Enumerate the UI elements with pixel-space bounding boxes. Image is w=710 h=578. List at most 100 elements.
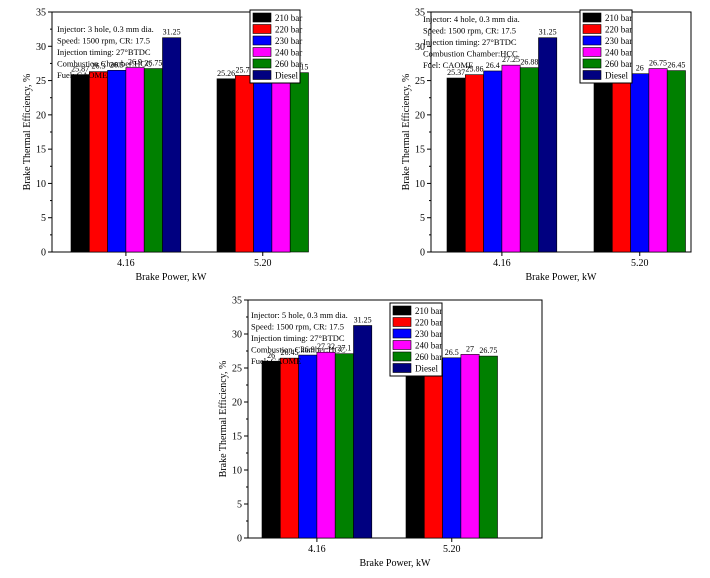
annotation-line: Fuel: CAOME: [423, 60, 473, 70]
bar-value-label: 26.45: [667, 61, 685, 70]
legend-label-230-bar: 230 bar: [275, 36, 302, 46]
bar-210-bar-4-16: [261, 360, 281, 539]
y-tick-label: 25: [232, 364, 242, 375]
y-axis-label: Brake Thermal Efficiency, %: [401, 74, 412, 191]
annotation-line: Speed: 1500 rpm, CR: 17.5: [423, 26, 516, 36]
bar-value-label: 31.25: [354, 316, 372, 325]
annotation-line: Speed: 1500 rpm, CR: 17.5: [251, 322, 344, 332]
y-tick-label: 10: [415, 179, 425, 190]
bar-value-label: 26.3: [91, 62, 105, 71]
annotation-line: Combustion Chamber:HCC: [251, 345, 346, 355]
bar-value-label: 26.75: [649, 59, 667, 68]
legend-swatch-220-bar: [392, 317, 412, 327]
bar-value-label: 26: [267, 351, 275, 360]
annotation-line: Injection timing: 27°BTDC: [423, 37, 517, 47]
annotation-line: Injection timing: 27°BTDC: [251, 333, 345, 343]
legend-label-260-bar: 260 bar: [605, 59, 632, 69]
legend-swatch-240-bar: [392, 340, 412, 350]
y-axis-label: Brake Thermal Efficiency, %: [218, 361, 229, 478]
legend-swatch-260-bar: [252, 58, 272, 69]
y-tick-label: 15: [36, 145, 46, 156]
y-tick-label: 35: [415, 8, 425, 19]
chart-injector-5-hole: 0 5 10 15 20 25 30 35 Brake Thermal Efficiency, …: [218, 296, 543, 569]
x-tick-label: 5.20: [443, 544, 461, 555]
x-tick-label: 4.16: [117, 258, 135, 269]
bar-230-bar-4-16: [483, 70, 503, 253]
y-tick-label: 30: [36, 42, 46, 53]
legend-swatch-210-bar: [392, 305, 412, 316]
bar-value-label: 26.5: [445, 348, 459, 357]
annotation-line: Injection timing: 27°BTDC: [57, 47, 151, 57]
y-tick-label: 15: [232, 432, 242, 443]
y-tick-label: 10: [232, 466, 242, 477]
legend-swatch-diesel: [392, 363, 412, 373]
x-axis-label: Brake Power, kW: [136, 272, 208, 283]
y-tick-label: 30: [232, 330, 242, 341]
legend-label-260-bar: 260 bar: [415, 352, 442, 362]
bar-value-label: 25.86: [465, 65, 483, 74]
legend-swatch-210-bar: [252, 12, 272, 23]
legend-label-diesel: Diesel: [275, 71, 298, 81]
legend-swatch-220-bar: [252, 24, 272, 34]
bar-260-bar-4-16: [519, 67, 539, 253]
x-tick-label: 4.16: [493, 258, 511, 269]
annotation-line: Speed: 1500 rpm, CR: 17.5: [57, 36, 150, 46]
y-tick-label: 20: [36, 110, 46, 121]
x-tick-label: 4.16: [308, 544, 326, 555]
legend-swatch-diesel: [252, 70, 272, 80]
legend-swatch-230-bar: [252, 35, 272, 46]
bar-value-label: 26.88: [520, 58, 538, 67]
legend-label-220-bar: 220 bar: [415, 318, 442, 328]
bar-240-bar-5-20: [648, 68, 668, 253]
bar-260-bar-5-20: [478, 355, 498, 539]
legend-label-diesel: Diesel: [605, 71, 628, 81]
legend-label-240-bar: 240 bar: [415, 341, 442, 351]
bar-260-bar-5-20: [666, 70, 686, 253]
bar-240-bar-5-20: [460, 354, 480, 539]
legend-label-220-bar: 220 bar: [275, 25, 302, 35]
legend-label-210-bar: 210 bar: [415, 306, 442, 316]
bar-220-bar-5-20: [235, 75, 254, 253]
annotation-line: Fuel: CAOME: [57, 70, 107, 80]
x-tick-label: 5.20: [254, 258, 272, 269]
y-tick-label: 15: [415, 145, 425, 156]
y-tick-label: 0: [420, 248, 425, 259]
bar-220-bar-4-16: [464, 74, 484, 253]
bar-value-label: 26.4: [486, 61, 500, 70]
bar-value-label: 26.45: [280, 348, 298, 357]
legend-swatch-210-bar: [582, 12, 602, 23]
annotation-line: Fuel: CAOME: [251, 356, 301, 366]
bar-value-label: 26.75: [479, 346, 497, 355]
bar-230-bar-5-20: [253, 73, 273, 253]
bar-value-label: 26.9: [301, 345, 315, 354]
y-tick-label: 35: [232, 296, 242, 307]
bar-220-bar-5-20: [423, 360, 443, 539]
bar-210-bar-5-20: [405, 365, 425, 539]
legend-label-240-bar: 240 bar: [605, 48, 632, 58]
legend-label-230-bar: 230 bar: [605, 36, 632, 46]
y-tick-label: 0: [237, 534, 242, 545]
y-tick-label: 25: [415, 76, 425, 87]
legend-label-260-bar: 260 bar: [275, 59, 302, 69]
legend-swatch-230-bar: [582, 35, 602, 46]
bar-210-bar-4-16: [70, 74, 90, 253]
bar-260-bar-4-16: [143, 68, 163, 253]
y-tick-label: 20: [415, 110, 425, 121]
bar-240-bar-4-16: [125, 67, 145, 253]
bar-220-bar-4-16: [89, 71, 108, 253]
bar-230-bar-4-16: [298, 354, 318, 539]
legend-swatch-220-bar: [582, 24, 602, 34]
y-tick-label: 35: [36, 8, 46, 19]
x-axis-label: Brake Power, kW: [360, 558, 432, 569]
bar-value-label: 26.9: [128, 58, 142, 67]
bar-240-bar-4-16: [501, 64, 521, 253]
bar-diesel-4-16: [162, 37, 182, 253]
bar-210-bar-4-16: [446, 77, 466, 253]
bar-value-label: 25.87: [71, 65, 89, 74]
y-tick-label: 30: [415, 42, 425, 53]
x-axis-label: Brake Power, kW: [526, 272, 598, 283]
legend-swatch-diesel: [582, 70, 602, 80]
y-tick-label: 5: [41, 213, 46, 224]
legend-label-210-bar: 210 bar: [605, 13, 632, 23]
bar-230-bar-4-16: [107, 69, 127, 253]
